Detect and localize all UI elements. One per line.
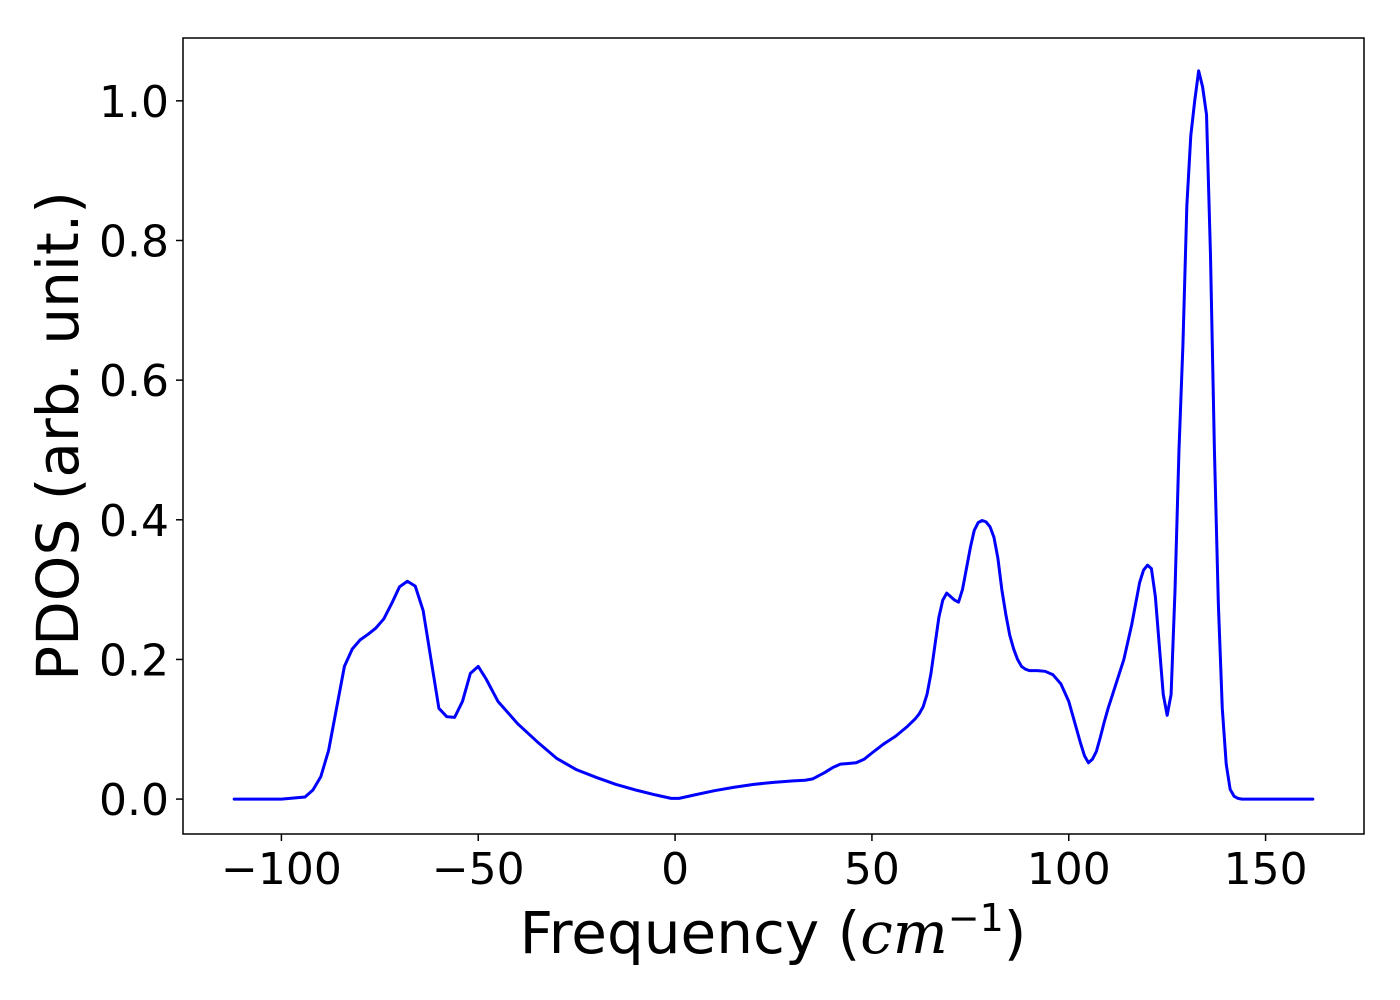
x-axis-label: Frequency (cm−1) (520, 896, 1027, 967)
y-tick-label: 0.0 (99, 775, 169, 826)
x-tick-label: −50 (432, 844, 525, 895)
x-axis: −100 −50 0 50 100 150 (221, 834, 1308, 895)
x-tick-label: 0 (661, 844, 689, 895)
y-tick-label: 0.2 (99, 635, 169, 686)
x-tick-label: 50 (844, 844, 900, 895)
series-line (232, 69, 1315, 801)
y-tick-label: 0.6 (99, 356, 169, 407)
y-tick-label: 0.4 (99, 496, 169, 547)
y-tick-label: 0.8 (99, 216, 169, 267)
y-axis-label: PDOS (arb. unit.) (24, 191, 92, 681)
x-tick-label: 100 (1027, 844, 1111, 895)
x-tick-label: −100 (221, 844, 342, 895)
y-tick-label: 1.0 (99, 77, 169, 128)
x-tick-label: 150 (1224, 844, 1308, 895)
plot-area-frame (182, 37, 1365, 835)
y-axis: 0.0 0.2 0.4 0.6 0.8 1.0 (99, 77, 183, 826)
